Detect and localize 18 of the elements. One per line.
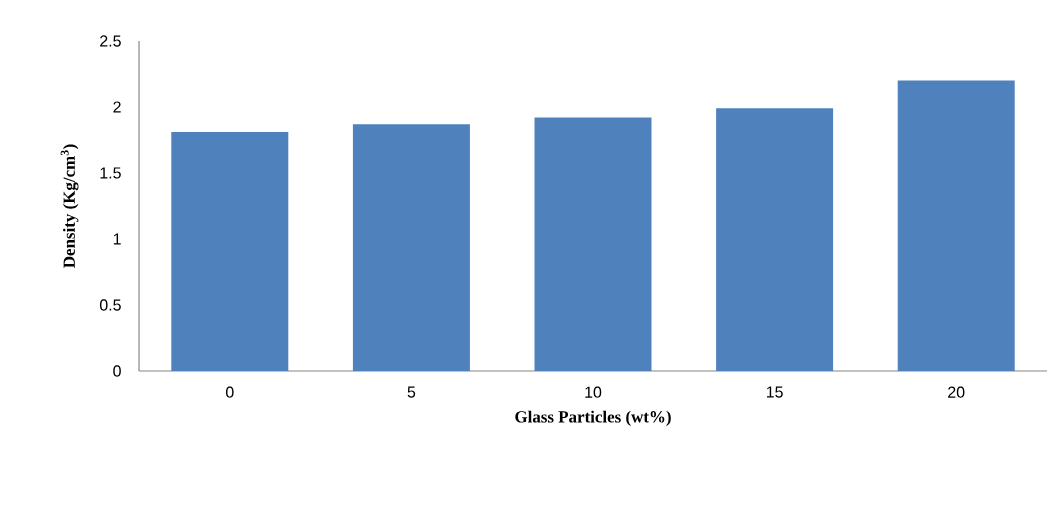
y-tick-label: 0.5 <box>99 299 121 311</box>
y-axis-title: Density (Kg/cm$^{3}$) <box>60 144 79 268</box>
y-tick-label: 2 <box>113 101 121 113</box>
x-tick-label: 0 <box>226 386 234 398</box>
x-tick-label: 10 <box>585 386 602 398</box>
y-tick-label: 1.5 <box>100 167 121 179</box>
y-tick-label: 0 <box>113 365 121 377</box>
y-tick-label: 1 <box>113 233 121 245</box>
x-tick-label: 15 <box>766 386 783 398</box>
x-axis-title: Glass Particles (wt%) <box>515 410 671 426</box>
x-tick-label: 20 <box>948 386 965 398</box>
bar <box>352 124 470 371</box>
y-tick-label: 2.5 <box>100 35 121 47</box>
bar <box>171 132 289 371</box>
x-tick-label: 5 <box>407 386 416 398</box>
bar <box>534 117 652 371</box>
bar <box>716 108 834 371</box>
bar <box>897 80 1015 371</box>
